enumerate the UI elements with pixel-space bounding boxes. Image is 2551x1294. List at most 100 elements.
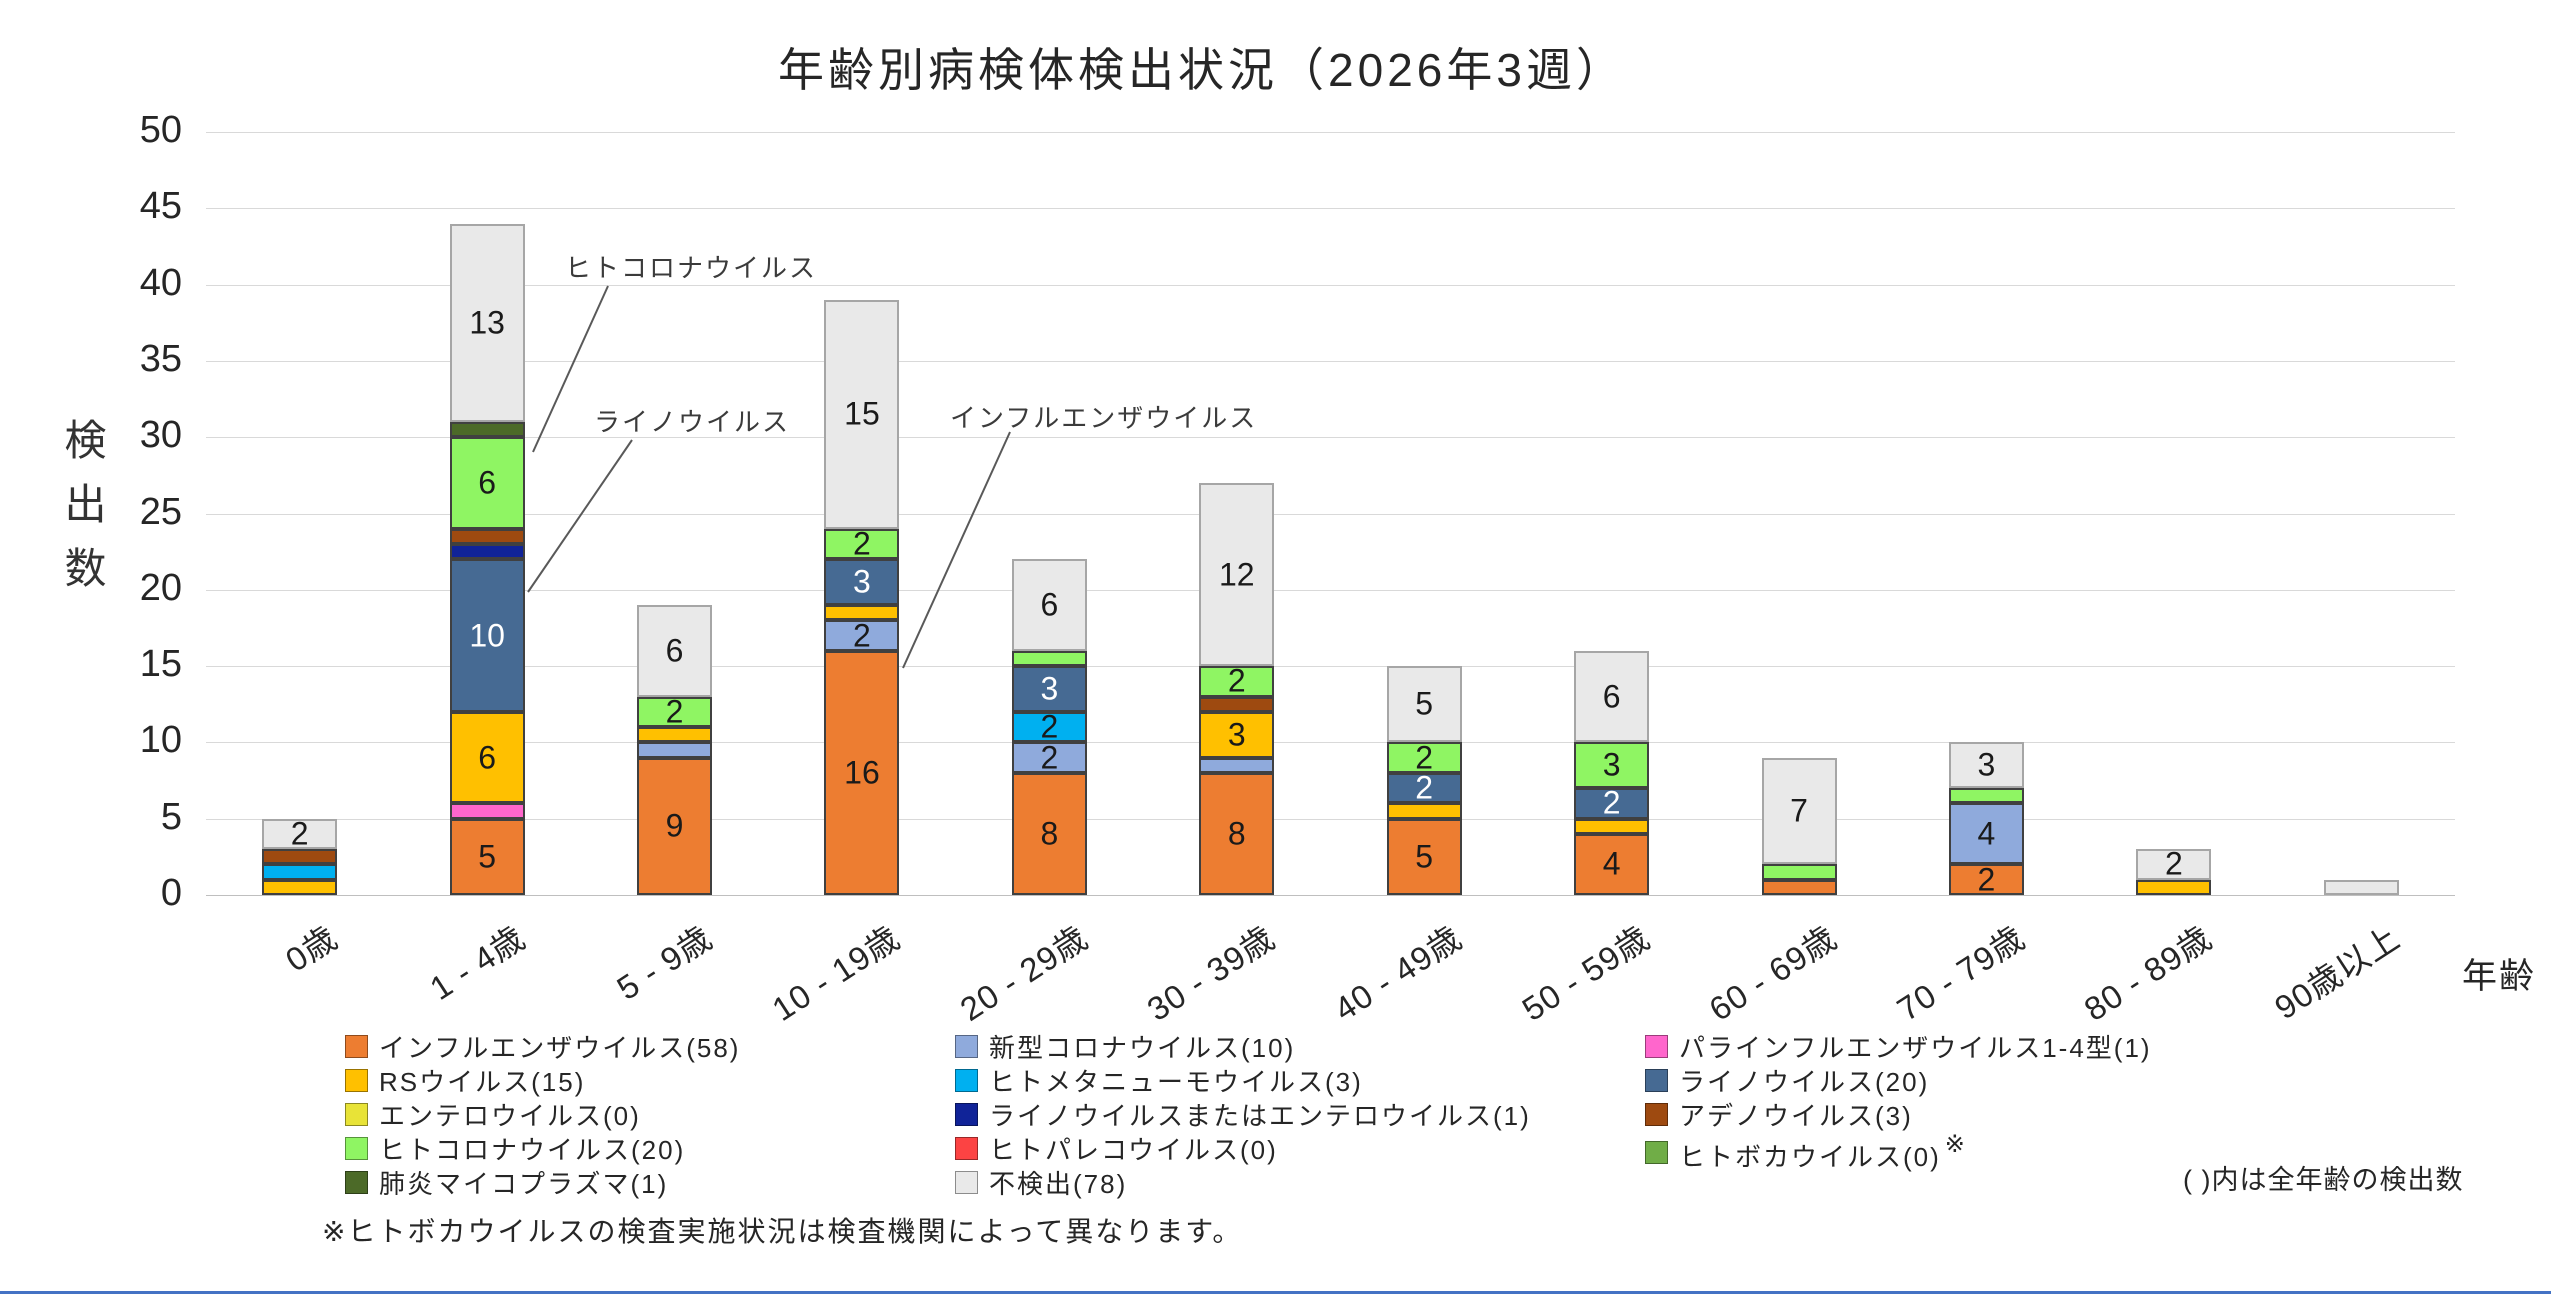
- gridline: [206, 895, 2455, 896]
- bar-segment: 2: [637, 693, 713, 730]
- legend-label: ライノウイルス(20): [1679, 1067, 1930, 1097]
- bar-segment: [2136, 879, 2212, 895]
- y-tick-label: 45: [139, 185, 182, 228]
- legend-label: ヒトボカウイルス(0) ※: [1679, 1131, 1965, 1172]
- bar-segment: [1761, 864, 1837, 880]
- bar-segment: 7: [1761, 757, 1837, 865]
- legend-swatch: [1645, 1035, 1668, 1058]
- bar-segment: 4: [1574, 833, 1650, 895]
- bar-segment-label: 16: [844, 754, 880, 791]
- legend-item: 肺炎マイコプラズマ(1): [345, 1164, 668, 1201]
- bar-segment-label: 5: [1415, 685, 1434, 722]
- legend-swatch: [345, 1103, 368, 1126]
- y-tick-label: 10: [139, 719, 182, 762]
- bar-segment: 6: [637, 605, 713, 697]
- legend-item: ライノウイルス(20): [1645, 1062, 1929, 1099]
- annotation-line: [532, 285, 609, 453]
- y-tick-label: 30: [139, 413, 182, 456]
- y-tick-label: 20: [139, 566, 182, 609]
- bar-segment-label: 3: [1602, 746, 1621, 783]
- legend-item: 新型コロナウイルス(10): [955, 1028, 1295, 1065]
- bar-segment: 2: [824, 616, 900, 653]
- bar-segment-label: 2: [1415, 769, 1434, 806]
- bar-segment-label: 15: [844, 395, 880, 432]
- bar-segment: [1199, 757, 1275, 773]
- bar-segment-label: 2: [853, 525, 871, 562]
- bar-segment: 3: [1199, 711, 1275, 758]
- legend-swatch: [955, 1137, 978, 1160]
- legend-label: RSウイルス(15): [379, 1067, 586, 1097]
- bar-segment: [1011, 650, 1087, 667]
- bar-segment: 15: [824, 299, 900, 529]
- bar-segment-label: 6: [1602, 677, 1621, 714]
- legend-item: ヒトボカウイルス(0) ※: [1645, 1130, 1965, 1174]
- bar-segment: [1761, 879, 1837, 895]
- bar-segment: [637, 742, 713, 758]
- bar-segment-label: 2: [290, 815, 309, 852]
- bar-segment: 8: [1199, 772, 1275, 895]
- bar-segment: 16: [824, 650, 900, 895]
- bar-segment: 3: [1011, 666, 1087, 712]
- bar-segment: [262, 849, 338, 865]
- bar-segment-label: 7: [1790, 792, 1808, 829]
- legend-swatch: [1645, 1069, 1668, 1092]
- bar-segment-label: 3: [853, 563, 871, 600]
- bar-segment: 6: [449, 437, 525, 529]
- gridline: [206, 360, 2455, 362]
- annotation-label: インフルエンザウイルス: [950, 403, 1258, 433]
- window-bottom-edge: [0, 1291, 2551, 1294]
- y-tick-label: 35: [139, 337, 182, 380]
- legend-item: アデノウイルス(3): [1645, 1096, 1913, 1133]
- bar-segment: [1199, 696, 1275, 712]
- bar-segment-label: 2: [1977, 861, 1996, 898]
- legend-label: パラインフルエンザウイルス1-4型(1): [1679, 1033, 2152, 1063]
- legend-item: インフルエンザウイルス(58): [345, 1028, 740, 1065]
- bar-segment-label: 3: [1977, 746, 1996, 783]
- bar-segment: 2: [1386, 769, 1462, 806]
- gridline: [206, 513, 2455, 515]
- bar-segment-label: 2: [1040, 708, 1059, 745]
- gridline: [206, 284, 2455, 286]
- legend-item: ヒトメタニューモウイルス(3): [955, 1062, 1363, 1099]
- bar-segment: [1574, 818, 1650, 834]
- gridline: [206, 208, 2455, 210]
- bar-segment: 12: [1199, 482, 1275, 667]
- bar-segment-label: 2: [665, 693, 684, 730]
- bar-segment-label: 5: [478, 838, 497, 875]
- bar-segment: 6: [1574, 650, 1650, 743]
- y-tick-label: 0: [160, 871, 182, 914]
- bar-segment-label: 6: [478, 464, 497, 501]
- x-axis-title: 年齢: [2462, 957, 2537, 996]
- legend-note: ( )内は全年齢の検出数: [2183, 1165, 2464, 1195]
- chart-title: 年齢別病検体検出状況（2026年3週）: [778, 44, 1626, 96]
- annotation-line: [902, 431, 1011, 669]
- bar-segment-label: 2: [853, 616, 871, 653]
- bar-segment-label: 6: [1040, 586, 1059, 623]
- legend-label: インフルエンザウイルス(58): [379, 1033, 741, 1063]
- bar-segment-label: 5: [1415, 838, 1434, 875]
- legend-swatch: [345, 1137, 368, 1160]
- legend-footnote-mark: ※: [1944, 1131, 1965, 1158]
- legend-swatch: [1645, 1103, 1668, 1126]
- bar-segment: [824, 605, 900, 621]
- legend-label: 新型コロナウイルス(10): [989, 1033, 1296, 1063]
- bar-segment: 2: [1199, 665, 1275, 697]
- bar-segment: [1386, 803, 1462, 819]
- legend-item: ヒトパレコウイルス(0): [955, 1130, 1278, 1167]
- gridline: [206, 666, 2455, 668]
- bar-segment: 5: [1386, 666, 1462, 743]
- bar-segment: 2: [2136, 848, 2212, 880]
- legend-swatch: [345, 1035, 368, 1058]
- bar-segment-label: 3: [1227, 716, 1246, 753]
- bar-segment: [1948, 788, 2024, 804]
- annotation-label: ライノウイルス: [594, 407, 791, 437]
- bar-segment-label: 13: [469, 304, 505, 341]
- bar-segment: 2: [1011, 708, 1087, 745]
- bar-segment: 2: [262, 815, 338, 852]
- annotation-line: [527, 439, 633, 593]
- legend-swatch: [955, 1069, 978, 1092]
- legend-swatch: [955, 1171, 978, 1194]
- gridline: [206, 742, 2455, 744]
- bar-segment: 2: [824, 525, 900, 562]
